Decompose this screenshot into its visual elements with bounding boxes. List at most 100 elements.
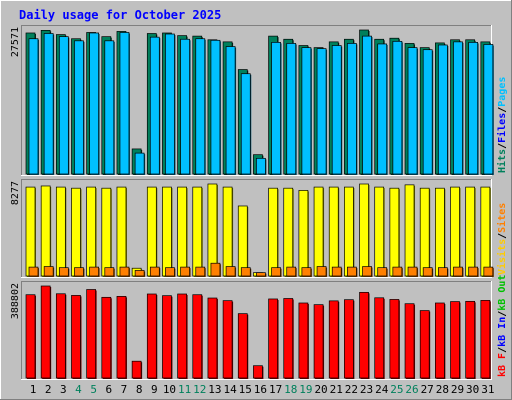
x-tick-label: 17: [269, 383, 282, 396]
bar: [131, 360, 142, 379]
bar: [256, 272, 266, 277]
x-tick-label: 12: [193, 383, 206, 396]
bar: [268, 187, 278, 277]
x-tick-label: 8: [136, 383, 143, 396]
bar: [435, 187, 445, 277]
bar: [104, 40, 115, 175]
legend-entry: /: [497, 311, 508, 317]
x-tick-label: 6: [105, 383, 112, 396]
bar: [104, 267, 115, 277]
bar: [419, 187, 430, 277]
bar: [162, 295, 172, 379]
bar: [480, 186, 491, 277]
x-tick-label: 27: [421, 383, 434, 396]
bar: [240, 73, 251, 175]
bar: [422, 267, 433, 277]
bar: [404, 184, 415, 277]
bar: [377, 267, 388, 277]
x-tick-label: 5: [90, 383, 97, 396]
bar: [450, 186, 460, 277]
bar: [28, 266, 39, 277]
x-tick-label: 16: [254, 383, 267, 396]
bar: [331, 266, 342, 277]
bar: [465, 186, 476, 277]
x-tick-label: 24: [375, 383, 389, 396]
panel-scale-label: 388802: [10, 283, 21, 319]
bar: [237, 313, 248, 379]
bar: [316, 48, 327, 175]
bar: [165, 267, 175, 277]
bar: [301, 267, 312, 277]
x-tick-label: 23: [360, 383, 373, 396]
series-sites: [28, 262, 494, 277]
chart-panels: 27571Hits/Files/Pages8277Visits/Sites388…: [10, 25, 508, 380]
bar: [149, 36, 160, 175]
bar: [374, 297, 385, 379]
x-tick-label: 18: [284, 383, 297, 396]
bar: [165, 33, 175, 175]
bar: [301, 47, 312, 175]
bar: [86, 186, 96, 277]
bar: [422, 49, 433, 175]
bar: [298, 302, 309, 379]
legend-entry: /: [497, 347, 508, 353]
bar: [192, 186, 203, 277]
bar: [240, 267, 251, 277]
legend-entry: /: [497, 107, 508, 113]
bar: [119, 32, 130, 175]
legend-entry: kB Out: [497, 275, 508, 311]
bar: [389, 187, 400, 277]
bar: [286, 266, 297, 277]
bar: [483, 266, 494, 277]
bar: [40, 285, 51, 379]
legend-entry: kB F: [497, 353, 508, 377]
panel-legend: Hits/Files/Pages: [496, 77, 508, 173]
bar: [359, 183, 369, 277]
bar: [116, 296, 127, 379]
bar: [25, 294, 36, 379]
bar: [207, 183, 218, 277]
bar: [377, 43, 388, 175]
x-tick-label: 4: [75, 383, 82, 396]
bar: [316, 266, 327, 277]
legend-entry: Pages: [497, 77, 508, 107]
bar: [55, 186, 66, 277]
bar: [483, 44, 494, 175]
bar: [362, 35, 372, 175]
bar: [222, 300, 233, 379]
bar: [146, 293, 157, 379]
bar: [192, 294, 203, 379]
bar: [286, 43, 297, 175]
bar: [347, 266, 357, 277]
bar: [438, 267, 448, 277]
bar: [344, 299, 354, 379]
bar: [195, 38, 206, 175]
bar: [359, 291, 369, 379]
bar: [328, 300, 339, 379]
bar: [313, 186, 324, 277]
legend-entry: Sites: [496, 203, 508, 233]
bar: [177, 293, 187, 379]
bar: [419, 310, 430, 379]
x-tick-label: 26: [405, 383, 418, 396]
bar: [207, 297, 218, 379]
panel-legend: Visits/Sites: [496, 203, 508, 275]
x-tick-label: 31: [481, 383, 494, 396]
bar: [180, 266, 190, 277]
bar: [392, 266, 403, 277]
bar: [146, 186, 157, 277]
bar: [225, 266, 236, 277]
x-axis-labels: 1 2 3 4 5 6 7 8 9 10 11 12 13 14 15 16 17 18 19 20 21 22 23 24 2…: [30, 383, 495, 396]
bar: [162, 186, 172, 277]
bar: [453, 41, 463, 175]
bar: [134, 270, 145, 277]
bar: [74, 267, 84, 277]
x-tick-label: 1: [30, 383, 37, 396]
bar: [268, 298, 278, 379]
legend-entry: /: [497, 143, 508, 149]
bar: [256, 157, 266, 175]
bar: [71, 187, 81, 277]
panel-visits-sites: 8277 Visits/Sites: [10, 179, 508, 278]
bar: [134, 152, 145, 175]
